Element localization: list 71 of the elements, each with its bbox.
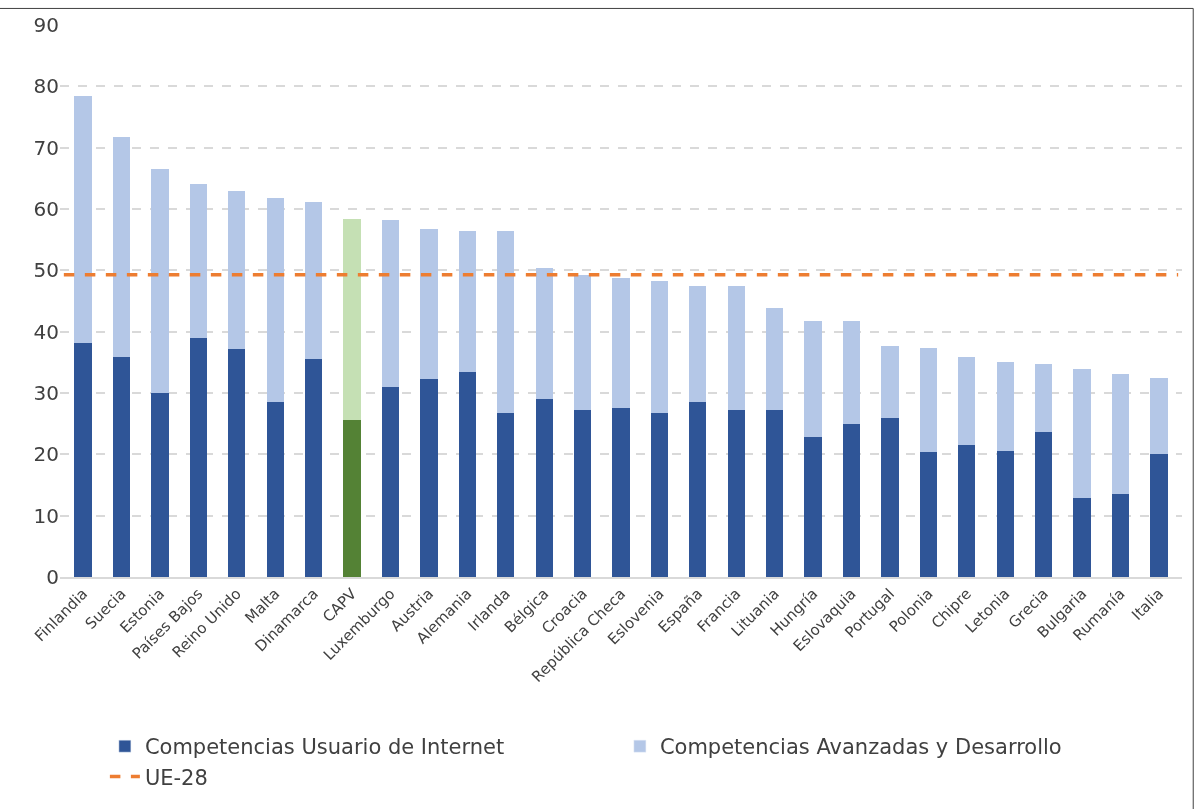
bar — [151, 168, 169, 393]
bar — [881, 418, 899, 577]
bar — [727, 286, 745, 410]
bar — [842, 320, 861, 424]
bar — [612, 278, 630, 409]
bar — [535, 267, 553, 399]
bar — [881, 345, 899, 419]
bar — [804, 320, 822, 437]
bar — [612, 408, 630, 577]
bar — [573, 275, 592, 411]
bar — [420, 228, 438, 379]
bar — [804, 436, 822, 577]
bar — [343, 219, 361, 420]
bar — [919, 348, 938, 452]
y-tick-label: 80 — [33, 74, 59, 99]
bar — [304, 358, 323, 577]
bar — [112, 137, 131, 357]
bar — [228, 348, 246, 577]
bar — [996, 450, 1014, 577]
bar — [650, 280, 669, 413]
y-tick-label: 20 — [33, 442, 59, 467]
bar — [74, 96, 92, 343]
bar — [189, 183, 207, 338]
y-tick-label: 60 — [33, 197, 59, 221]
bar — [766, 308, 784, 411]
bar — [266, 197, 284, 402]
y-tick-label: 30 — [33, 381, 59, 405]
bar — [497, 231, 515, 414]
bar — [304, 201, 323, 359]
bar — [1073, 369, 1091, 499]
bar — [1111, 493, 1130, 577]
bar — [458, 371, 476, 577]
bar — [1073, 498, 1091, 577]
legend-label: Competencias Avanzadas y Desarrollo — [659, 735, 1062, 760]
bar — [381, 220, 400, 387]
bar — [842, 423, 861, 577]
legend-label: Competencias Usuario de Internet — [144, 735, 505, 760]
bar — [689, 285, 707, 403]
y-tick-label: 90 — [33, 13, 59, 37]
bar — [266, 401, 284, 577]
bar — [74, 342, 92, 577]
bar — [458, 231, 476, 372]
bar — [1150, 378, 1168, 455]
bar — [497, 413, 515, 577]
bar — [420, 378, 438, 577]
y-tick-label: 50 — [33, 258, 59, 283]
bar — [919, 451, 938, 577]
bar — [689, 402, 707, 577]
bar — [535, 398, 553, 577]
legend-label: UE-28 — [144, 765, 208, 790]
bar — [151, 393, 169, 577]
bar — [727, 409, 745, 577]
bar — [650, 412, 669, 577]
bar — [766, 410, 784, 577]
bar — [996, 362, 1014, 451]
bar — [1111, 373, 1130, 494]
bar — [228, 190, 246, 349]
bar — [958, 444, 976, 577]
bar — [958, 357, 976, 445]
bar — [1035, 432, 1053, 577]
bar — [573, 410, 592, 577]
y-tick-label: 40 — [33, 319, 59, 344]
bar — [1150, 454, 1168, 577]
bar — [189, 337, 207, 577]
y-tick-label: 70 — [33, 135, 59, 160]
bar — [1035, 364, 1053, 433]
bar — [343, 419, 361, 577]
y-tick-label: 10 — [33, 503, 59, 528]
bar — [381, 386, 400, 577]
bar — [112, 356, 131, 577]
y-tick-label: 0 — [46, 565, 59, 589]
